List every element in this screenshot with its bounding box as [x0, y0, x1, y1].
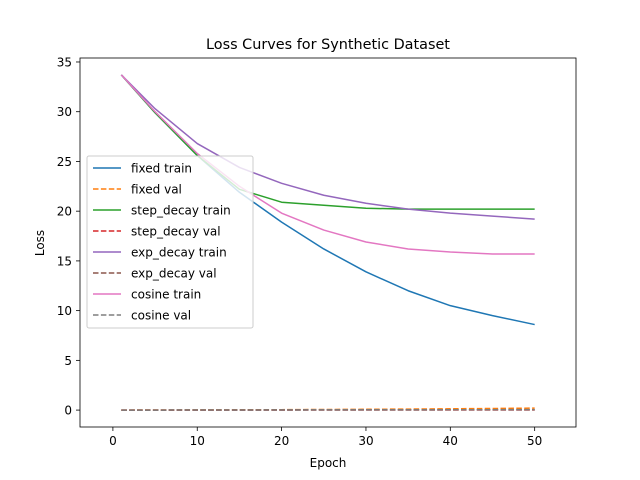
- y-tick-label: 15: [57, 254, 72, 268]
- chart-title: Loss Curves for Synthetic Dataset: [206, 37, 450, 53]
- x-tick-label: 0: [109, 434, 117, 448]
- x-tick-label: 30: [358, 434, 373, 448]
- legend-label: exp_decay train: [131, 246, 227, 260]
- x-tick-label: 10: [190, 434, 205, 448]
- series-layer: [120, 74, 535, 411]
- legend-label: cosine train: [131, 288, 201, 302]
- y-tick-label: 0: [64, 404, 72, 418]
- legend-label: cosine val: [131, 309, 191, 323]
- x-axis-label: Epoch: [310, 456, 347, 470]
- plot-area: [120, 74, 535, 411]
- y-tick-label: 25: [57, 155, 72, 169]
- legend: fixed train fixed val step_decay train step…: [86, 155, 254, 329]
- legend-label: step_decay train: [131, 204, 231, 218]
- legend-label: exp_decay val: [131, 267, 217, 281]
- legend-label: step_decay val: [131, 225, 221, 239]
- y-axis-label: Loss: [33, 230, 47, 256]
- series-line: [120, 74, 535, 220]
- series-line: [120, 74, 535, 210]
- y-tick-label: 20: [57, 205, 72, 219]
- legend-frame: [86, 155, 254, 329]
- x-axis-ticks: 0 10 20 30 40 50: [109, 427, 542, 448]
- legend-label: fixed train: [131, 162, 192, 176]
- x-tick-label: 40: [443, 434, 458, 448]
- legend-label: fixed val: [131, 183, 182, 197]
- plot-frame: [79, 57, 577, 428]
- series-line: [120, 74, 535, 255]
- y-tick-label: 35: [57, 55, 72, 69]
- x-tick-label: 50: [527, 434, 542, 448]
- y-axis-ticks: 0 5 10 15 20 25 30 35: [57, 55, 80, 418]
- x-tick-label: 20: [274, 434, 289, 448]
- y-tick-label: 30: [57, 105, 72, 119]
- y-tick-label: 5: [64, 354, 72, 368]
- y-tick-label: 10: [57, 304, 72, 318]
